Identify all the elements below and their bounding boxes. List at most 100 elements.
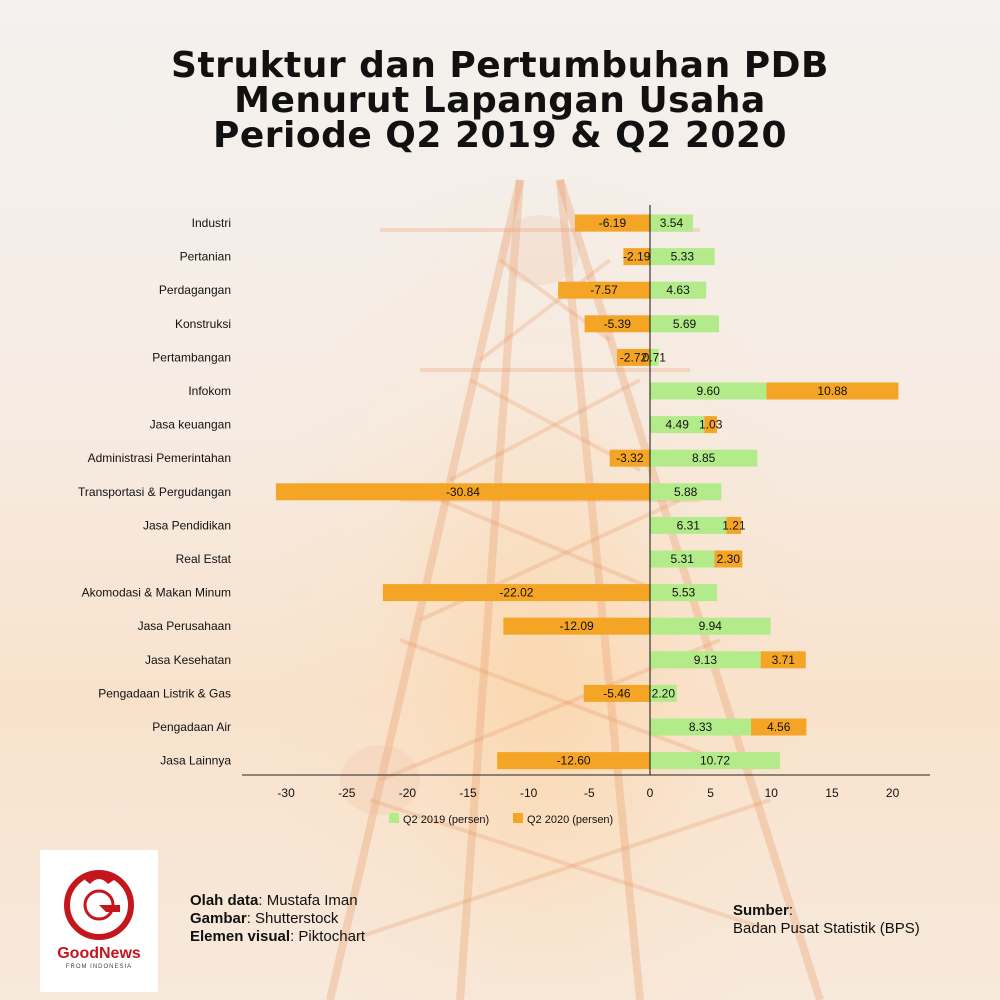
bar-q2020	[503, 617, 650, 635]
bar-q2019	[650, 214, 693, 232]
bar-q2020	[760, 651, 806, 669]
data-label-q2019: 0.71	[643, 350, 667, 364]
bar-q2019	[650, 348, 659, 366]
data-label-q2019: 8.85	[692, 451, 716, 465]
category-label: Perdagangan	[159, 283, 231, 297]
x-tick-label: -5	[584, 786, 595, 800]
bar-q2019	[650, 752, 781, 770]
bar-q2019	[650, 449, 758, 467]
gdp-growth-bar-chart: Industri 3.54 -6.19 Pertanian 5.33 -2.19 Perda…	[78, 205, 930, 826]
category-label: Pertambangan	[152, 350, 231, 364]
bar-q2019	[650, 315, 720, 333]
data-label-q2019: 9.94	[699, 619, 723, 633]
data-label-q2020: -2.19	[623, 250, 651, 264]
credit-label: Olah data	[190, 892, 259, 909]
category-label: Real Estat	[176, 552, 232, 566]
data-label-q2019: 4.49	[666, 418, 690, 432]
data-label-q2020: -5.46	[603, 686, 631, 700]
category-label: Pertanian	[180, 250, 231, 264]
data-label-q2019: 5.69	[673, 317, 697, 331]
credit-value: Piktochart	[298, 928, 366, 945]
data-label-q2019: 9.13	[694, 653, 718, 667]
garuda-emblem-icon	[64, 870, 134, 940]
legend-label-q2020: Q2 2020 (persen)	[527, 814, 613, 826]
title-line-3: Periode Q2 2019 & Q2 2020	[212, 115, 788, 156]
bar-q2020	[714, 550, 743, 568]
bar-q2020	[382, 584, 650, 602]
bar-q2019	[650, 416, 705, 434]
data-label-q2019: 5.53	[672, 586, 696, 600]
data-label-q2019: 10.72	[700, 754, 730, 768]
bar-q2020	[609, 449, 650, 467]
bar-q2019	[650, 617, 771, 635]
source-value: Badan Pusat Statistik (BPS)	[733, 920, 920, 937]
source-label: Sumber	[733, 902, 789, 919]
credit-label: Gambar	[190, 910, 247, 927]
bar-q2019	[650, 718, 752, 736]
source-block: Sumber: Badan Pusat Statistik (BPS)	[733, 902, 920, 937]
credit-value: Shutterstock	[255, 910, 339, 927]
data-label-q2019: 4.63	[666, 283, 690, 297]
category-label: Pengadaan Listrik & Gas	[98, 686, 231, 700]
bar-q2020	[574, 214, 650, 232]
x-tick-label: 5	[707, 786, 714, 800]
bar-q2019	[650, 248, 715, 266]
legend-swatch-q2020	[513, 813, 523, 823]
data-label-q2020: -30.84	[446, 485, 480, 499]
category-label: Jasa Lainnya	[160, 754, 231, 768]
data-label-q2019: 3.54	[660, 216, 684, 230]
bar-q2020	[584, 315, 650, 333]
data-label-q2020: 10.88	[817, 384, 847, 398]
data-label-q2019: 8.33	[689, 720, 713, 734]
bar-q2020	[275, 483, 650, 501]
bar-q2020	[726, 516, 742, 534]
data-label-q2020: 4.56	[767, 720, 791, 734]
category-label: Konstruksi	[175, 317, 231, 331]
title-line-2: Menurut Lapangan Usaha	[234, 80, 766, 121]
data-label-q2020: 1.21	[722, 518, 746, 532]
goodnews-logo: GoodNews FROM INDONESIA	[40, 850, 158, 992]
data-label-q2020: -6.19	[599, 216, 627, 230]
bar-q2020	[583, 684, 650, 702]
x-tick-label: -20	[399, 786, 417, 800]
x-tick-label: 0	[647, 786, 654, 800]
data-label-q2020: -2.72	[620, 350, 648, 364]
data-label-q2020: -12.09	[560, 619, 594, 633]
bar-q2019	[650, 584, 718, 602]
data-label-q2019: 9.60	[697, 384, 721, 398]
bar-q2020	[766, 382, 899, 400]
category-label: Administrasi Pemerintahan	[88, 451, 231, 465]
x-tick-label: -30	[277, 786, 295, 800]
credit-row: Gambar: Shutterstock	[190, 910, 339, 927]
data-label-q2020: -12.60	[557, 754, 591, 768]
x-tick-label: -15	[459, 786, 477, 800]
page-title: Struktur dan Pertumbuhan PDB Menurut Lap…	[0, 45, 1000, 156]
bar-q2019	[650, 550, 715, 568]
credit-row: Olah data: Mustafa Iman	[190, 892, 358, 909]
bar-q2019	[650, 382, 767, 400]
credits-block: Olah data: Mustafa Iman Gambar: Shutters…	[190, 892, 365, 946]
x-tick-label: 15	[825, 786, 839, 800]
category-label: Jasa keuangan	[150, 418, 231, 432]
credit-label: Elemen visual	[190, 928, 291, 945]
legend-label-q2019: Q2 2019 (persen)	[403, 814, 489, 826]
bar-q2020	[751, 718, 807, 736]
category-label: Infokom	[188, 384, 231, 398]
bar-q2019	[650, 651, 761, 669]
logo-subtitle: FROM INDONESIA	[65, 964, 133, 970]
data-label-q2019: 2.20	[652, 686, 676, 700]
data-label-q2019: 5.88	[674, 485, 698, 499]
data-label-q2019: 6.31	[677, 518, 701, 532]
title-line-1: Struktur dan Pertumbuhan PDB	[171, 45, 829, 86]
data-label-q2020: 3.71	[772, 653, 796, 667]
data-label-q2020: -3.32	[616, 451, 644, 465]
bar-q2019	[650, 516, 727, 534]
credit-row: Elemen visual: Piktochart	[190, 928, 366, 945]
category-label: Pengadaan Air	[152, 720, 231, 734]
category-label: Akomodasi & Makan Minum	[82, 586, 231, 600]
bar-q2019	[650, 281, 707, 299]
category-label: Transportasi & Pergudangan	[78, 485, 231, 499]
data-label-q2020: -7.57	[590, 283, 618, 297]
bar-q2020	[617, 348, 650, 366]
bar-q2019	[650, 483, 722, 501]
